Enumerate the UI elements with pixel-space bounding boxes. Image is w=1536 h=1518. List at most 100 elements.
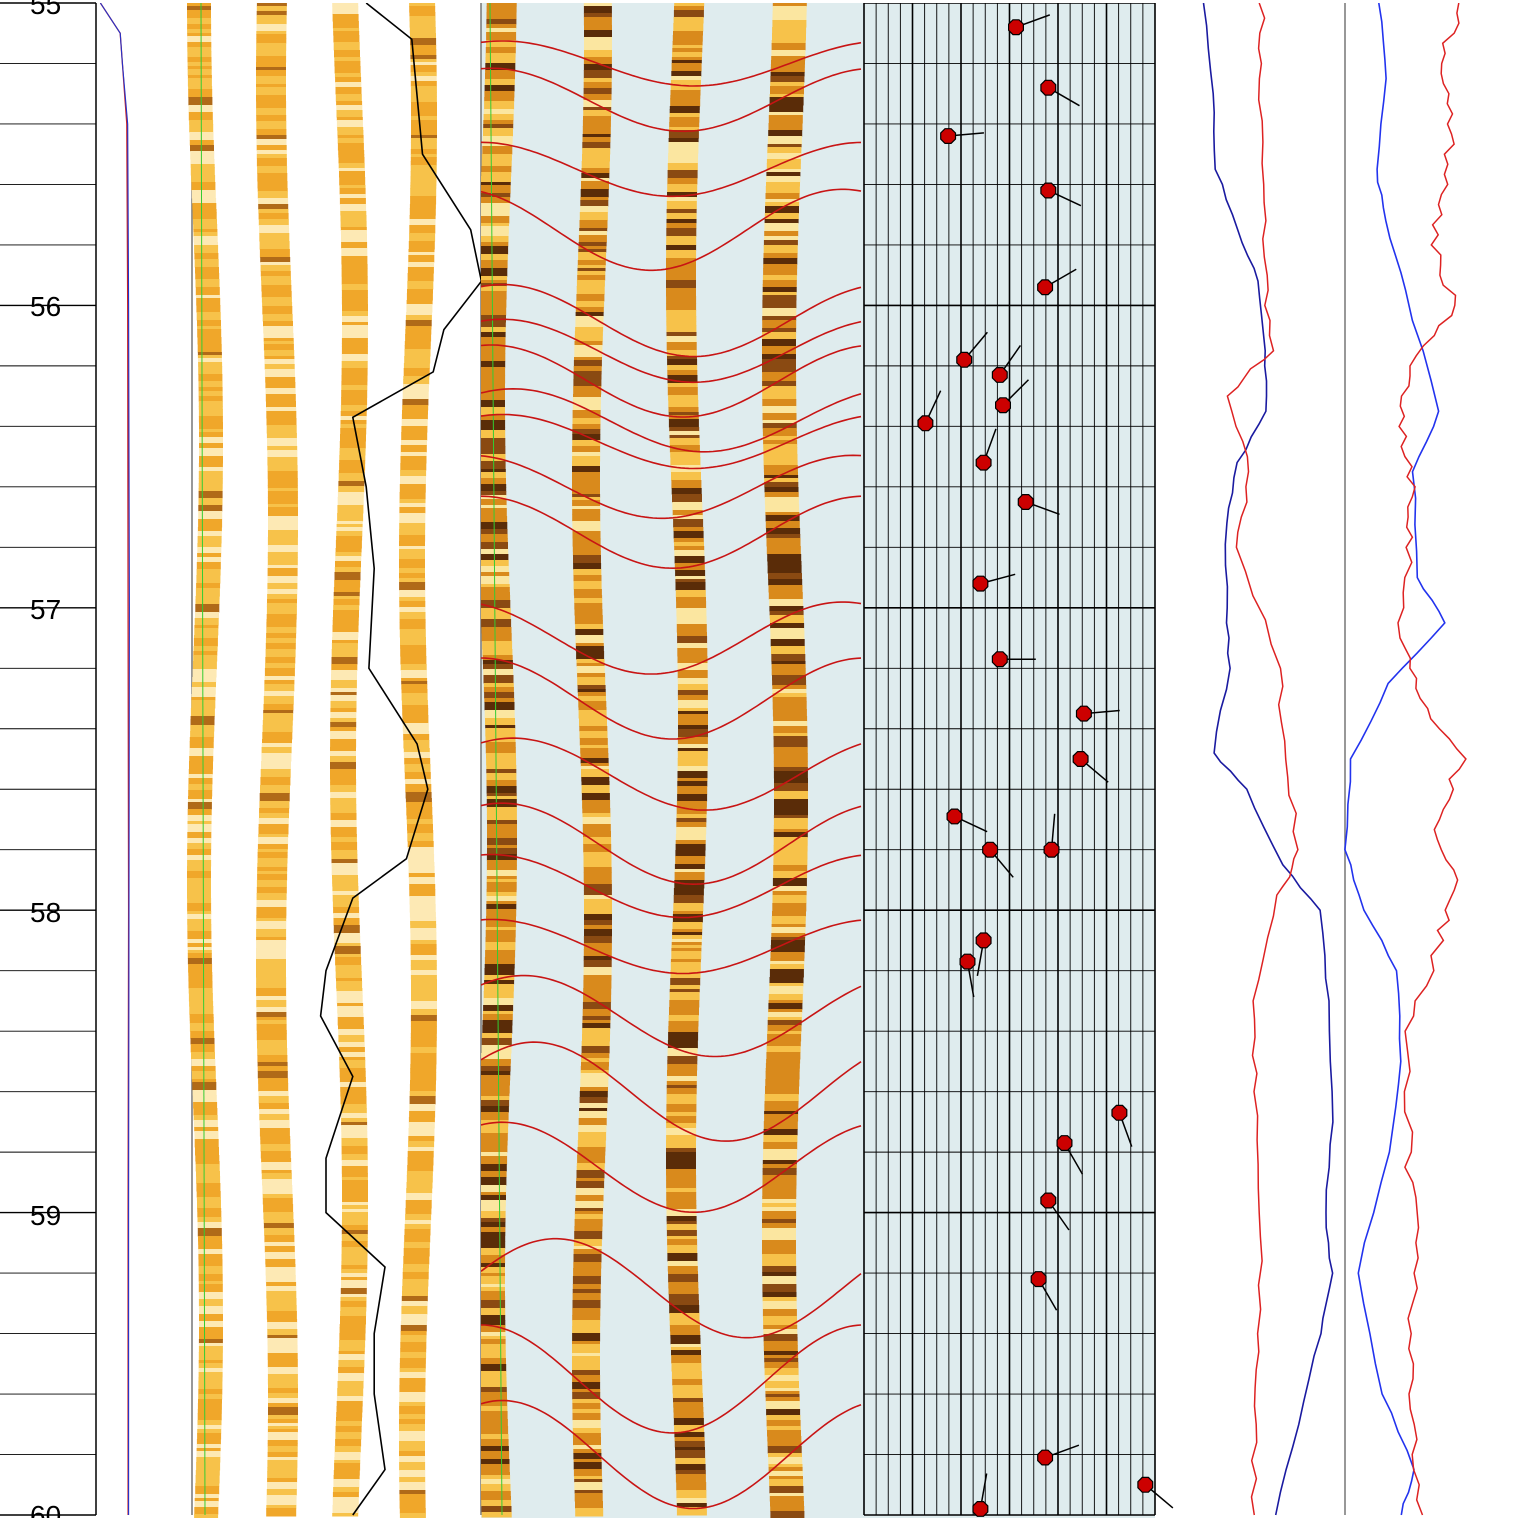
image-strip [408,241,435,250]
image-strip [764,475,799,479]
image-strip [481,1496,511,1501]
image-strip [198,1284,223,1293]
image-strip [332,891,359,896]
image-strip [677,684,708,691]
image-strip [671,939,702,943]
image-strip [576,294,605,302]
image-strip [266,603,297,607]
image-strip [583,57,612,65]
image-strip [264,684,295,692]
image-strip [768,1467,803,1472]
image-strip [583,82,612,89]
image-strip [339,1052,365,1058]
image-strip [583,859,612,868]
image-strip [400,476,426,485]
image-strip [583,855,612,860]
image-strip [338,1029,365,1036]
image-strip [578,235,607,243]
image-strip [772,701,807,710]
image-strip [257,852,288,856]
image-strip [268,1388,298,1394]
image-strip [406,1182,433,1189]
image-strip [767,1034,802,1042]
image-strip [189,751,214,757]
image-strip [671,76,702,81]
image-strip [574,609,603,616]
image-strip [666,1148,696,1153]
image-strip [675,576,706,580]
image-strip [409,215,436,220]
image-strip [256,108,287,116]
image-strip [404,1235,431,1243]
image-strip [188,97,213,106]
image-strip [191,697,216,701]
image-strip [256,135,287,140]
image-strip [773,837,808,846]
image-strip [409,889,436,897]
image-strip [668,1274,699,1283]
image-strip [266,1305,297,1312]
image-strip [677,636,708,644]
image-strip [256,115,287,122]
image-strip [333,605,360,611]
image-strip [677,771,708,779]
image-strip [262,1188,293,1195]
image-strip [771,924,806,928]
sinusoid-16 [481,853,862,919]
image-strip [574,1479,603,1483]
image-strip [341,276,368,285]
image-strip [410,1072,437,1081]
image-strip [676,827,707,835]
image-strip [578,1125,607,1133]
image-strip [193,638,218,647]
image-strip [669,1007,699,1016]
image-strip [197,329,222,338]
image-strip [481,216,510,224]
image-strip [340,1113,367,1119]
image-strip [486,854,517,861]
image-strip [669,127,699,131]
image-strip [481,1059,511,1064]
image-strip [767,150,802,154]
image-strip [772,11,807,15]
image-strip [334,572,361,581]
image-strip [481,193,511,198]
image-strip [671,951,702,960]
image-strip [256,1024,287,1031]
image-strip [196,569,221,576]
image-strip [582,800,611,809]
image-strip [199,429,223,433]
image-strip [574,349,603,358]
image-strip [481,226,509,234]
image-strip [481,1273,505,1277]
image-strip [573,575,602,582]
image-strip [400,656,427,665]
image-strip [189,756,214,762]
image-strip [574,603,603,610]
image-strip [340,1316,366,1325]
tadpole-icon [1017,494,1034,510]
image-strip [481,1255,506,1264]
image-strip [265,377,296,383]
image-strip [198,1381,223,1390]
image-strip [481,1096,510,1101]
image-strip [403,384,429,388]
image-strip [762,1160,797,1165]
image-strip [573,374,602,380]
image-strip [572,1413,601,1421]
image-strip [481,1133,508,1141]
image-strip [768,1012,803,1018]
image-strip [762,1175,797,1179]
image-strip [772,14,807,18]
image-strip [579,1108,608,1112]
image-strip [584,30,612,38]
image-strip [676,601,707,609]
image-strip [187,42,212,48]
image-strip [339,1327,366,1334]
image-strip [771,50,806,57]
image-strip [265,388,296,395]
image-strip [399,554,425,560]
static-image-track [187,3,483,1518]
image-strip [337,1013,364,1018]
image-strip [481,1439,509,1447]
